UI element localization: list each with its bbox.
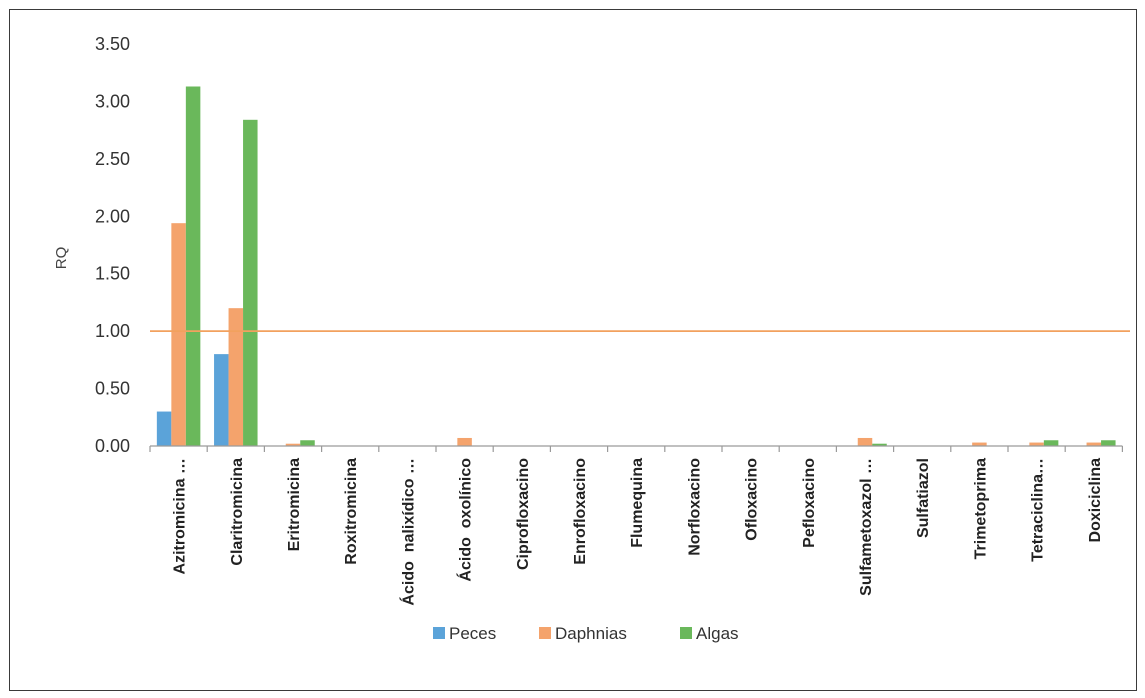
legend-label-daphnias: Daphnias (555, 624, 627, 643)
x-category-label: Eritromicina (286, 458, 303, 551)
x-category-label: Norfloxacino (686, 458, 703, 556)
bar-daphnias (857, 437, 873, 446)
x-category-label: Enrofloxacino (572, 458, 589, 565)
x-category-label: Ofloxacino (744, 458, 761, 541)
y-tick-label: 2.50 (95, 149, 130, 169)
bar-daphnias (457, 437, 472, 446)
y-axis-ticks: 0.00 0.50 1.00 1.50 2.00 2.50 3.00 3.50 (95, 34, 130, 456)
x-category-label: Tetraciclina… (1030, 458, 1047, 562)
y-tick-label: 1.00 (95, 321, 130, 341)
y-tick-label: 1.50 (95, 264, 130, 284)
bar-daphnias (228, 308, 244, 446)
y-tick-label: 3.50 (95, 34, 130, 54)
bar-algas (1043, 440, 1059, 446)
x-category-label: Ácido oxolínico (456, 458, 475, 582)
bar-algas (300, 440, 315, 446)
x-category-label: Claritromicina (229, 458, 246, 566)
bar-daphnias (171, 223, 186, 446)
legend-swatch-algas (680, 627, 692, 639)
bar-peces (156, 411, 172, 446)
y-tick-label: 0.00 (95, 436, 130, 456)
bar-algas (1101, 440, 1116, 446)
bar-daphnias (1086, 442, 1102, 446)
x-category-label: Ciprofloxacino (515, 458, 532, 570)
bar-algas (243, 119, 258, 446)
x-category-label: Doxiciclina (1087, 458, 1104, 543)
y-axis-label: RQ (53, 247, 70, 270)
bar-daphnias (285, 443, 301, 446)
y-tick-label: 3.00 (95, 91, 130, 111)
y-tick-label: 0.50 (95, 379, 130, 399)
x-category-label: Sulfametoxazol … (858, 458, 875, 596)
x-axis-categories: Azitromicina … Claritromicina Eritromicina… (172, 458, 1104, 606)
x-category-label: Ácido nalixídico … (398, 458, 417, 606)
legend-swatch-daphnias (539, 627, 551, 639)
x-category-label: Roxitromicina (343, 458, 360, 565)
x-axis-tick-marks (149, 446, 1124, 452)
x-category-label: Flumequina (629, 458, 646, 548)
legend-swatch-peces (433, 627, 445, 639)
bars (156, 86, 1116, 447)
legend: Peces Daphnias Algas (433, 624, 739, 643)
legend-label-peces: Peces (449, 624, 496, 643)
bar-algas (185, 86, 201, 447)
bar-algas (872, 443, 887, 446)
bar-daphnias (1029, 442, 1044, 446)
x-category-label: Sulfatiazol (915, 458, 932, 538)
y-tick-label: 2.00 (95, 206, 130, 226)
legend-label-algas: Algas (696, 624, 739, 643)
bar-daphnias (972, 442, 987, 446)
bar-peces (214, 354, 229, 446)
x-category-label: Azitromicina … (172, 458, 189, 574)
x-category-label: Trimetoprima (972, 458, 989, 559)
x-category-label: Pefloxacino (801, 458, 818, 548)
